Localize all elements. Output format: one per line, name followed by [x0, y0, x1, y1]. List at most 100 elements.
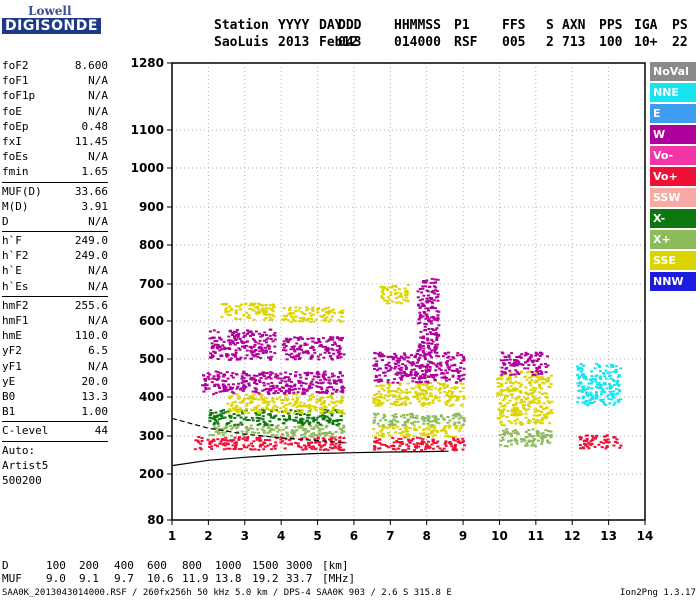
- echo-point: [331, 409, 335, 411]
- echo-point: [220, 315, 224, 318]
- echo-point: [584, 402, 588, 405]
- echo-point: [294, 410, 298, 413]
- echo-point: [258, 350, 262, 353]
- echo-point: [310, 393, 314, 396]
- echo-point: [423, 312, 427, 315]
- echo-point: [432, 376, 435, 379]
- echo-point: [310, 354, 314, 357]
- echo-point: [516, 408, 519, 411]
- echo-point: [289, 409, 293, 412]
- echo-point: [308, 397, 312, 400]
- echo-point: [264, 307, 268, 310]
- y-tick-label: 800: [139, 238, 164, 252]
- echo-point: [227, 383, 231, 386]
- echo-point: [305, 318, 309, 321]
- echo-point: [280, 390, 283, 393]
- param-name: D: [2, 214, 9, 228]
- echo-point: [286, 339, 290, 342]
- echo-point: [228, 408, 232, 411]
- echo-point: [506, 379, 510, 382]
- echo-point: [253, 448, 257, 451]
- echo-point: [461, 437, 465, 440]
- echo-point: [310, 337, 314, 340]
- echo-point: [245, 349, 249, 352]
- echo-point: [462, 367, 466, 370]
- echo-point: [399, 442, 403, 445]
- echo-point: [277, 410, 281, 413]
- echo-point: [320, 406, 324, 409]
- echo-point: [338, 348, 342, 351]
- echo-point: [234, 355, 237, 358]
- echo-point: [212, 438, 216, 441]
- echo-point: [600, 446, 604, 449]
- echo-point: [613, 401, 617, 404]
- echo-point: [548, 402, 551, 405]
- echo-point: [212, 350, 216, 353]
- echo-point: [328, 309, 332, 312]
- echo-point: [377, 438, 381, 441]
- echo-point: [243, 439, 247, 442]
- echo-point: [235, 393, 239, 396]
- echo-point: [530, 360, 534, 362]
- echo-point: [322, 356, 326, 359]
- echo-point: [518, 414, 522, 416]
- echo-point: [324, 348, 328, 351]
- echo-point: [516, 409, 520, 412]
- echo-point: [418, 426, 421, 429]
- echo-point: [228, 305, 232, 308]
- echo-point: [372, 364, 376, 367]
- echo-point: [311, 378, 315, 381]
- echo-point: [340, 315, 344, 318]
- echo-point: [453, 439, 457, 442]
- echo-point: [268, 316, 272, 319]
- echo-point: [419, 330, 423, 333]
- echo-point: [462, 357, 466, 360]
- echo-point: [279, 372, 283, 375]
- echo-point: [609, 386, 612, 389]
- echo-point: [314, 318, 318, 321]
- echo-point: [421, 344, 425, 347]
- echo-point: [509, 381, 512, 384]
- echo-point: [337, 350, 341, 353]
- echo-point: [239, 416, 243, 419]
- echo-point: [530, 379, 534, 381]
- echo-point: [420, 370, 424, 372]
- echo-point: [242, 377, 246, 380]
- echo-point: [401, 434, 405, 437]
- echo-point: [303, 391, 307, 394]
- echo-point: [410, 364, 414, 367]
- echo-point: [323, 439, 327, 442]
- echo-point: [252, 355, 256, 358]
- echo-point: [275, 437, 279, 440]
- echo-point: [508, 369, 512, 372]
- echo-point: [531, 440, 535, 443]
- echo-point: [226, 410, 230, 413]
- echo-point: [510, 352, 514, 355]
- echo-point: [590, 387, 594, 390]
- echo-point: [224, 354, 228, 357]
- echo-point: [514, 422, 518, 425]
- echo-point: [451, 391, 455, 393]
- header-value-5: RSF: [454, 35, 478, 50]
- echo-point: [406, 421, 410, 424]
- echo-point: [315, 308, 319, 311]
- echo-point: [263, 375, 266, 378]
- echo-point: [399, 398, 403, 401]
- header-label-3: DDD: [338, 18, 362, 33]
- echo-point: [598, 375, 602, 378]
- echo-cluster-6: [208, 328, 277, 361]
- echo-point: [383, 397, 386, 400]
- echo-point: [532, 399, 536, 402]
- y-tick-label: 700: [139, 277, 164, 291]
- echo-point: [229, 416, 233, 419]
- echo-point: [459, 427, 462, 430]
- echo-point: [263, 331, 267, 334]
- echo-point: [540, 419, 544, 421]
- echo-point: [330, 400, 334, 403]
- muf-cell-4: 10.6: [147, 572, 174, 585]
- echo-point: [297, 409, 301, 412]
- echo-point: [281, 318, 285, 321]
- panel-separator: [2, 231, 108, 233]
- echo-point: [284, 345, 288, 347]
- param-row: yF1 N/A: [2, 359, 108, 374]
